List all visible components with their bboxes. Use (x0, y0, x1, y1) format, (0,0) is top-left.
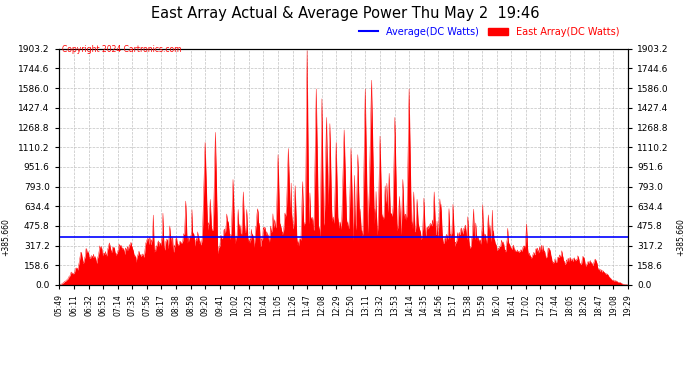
Text: +385.660: +385.660 (676, 218, 685, 256)
Legend: Average(DC Watts), East Array(DC Watts): Average(DC Watts), East Array(DC Watts) (355, 23, 623, 40)
Text: +385.660: +385.660 (1, 218, 10, 256)
Text: Copyright 2024 Cartronics.com: Copyright 2024 Cartronics.com (62, 45, 181, 54)
Text: East Array Actual & Average Power Thu May 2  19:46: East Array Actual & Average Power Thu Ma… (150, 6, 540, 21)
